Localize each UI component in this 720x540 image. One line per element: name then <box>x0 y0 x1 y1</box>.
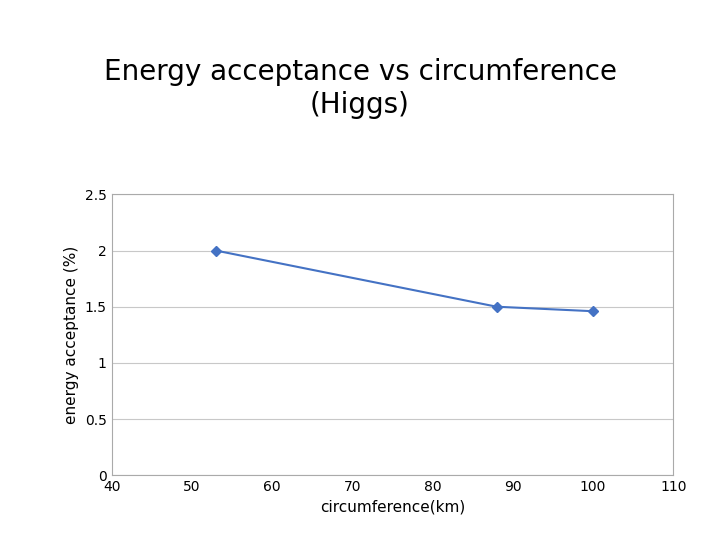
Text: Energy acceptance vs circumference
(Higgs): Energy acceptance vs circumference (Higg… <box>104 58 616 119</box>
X-axis label: circumference(km): circumference(km) <box>320 500 465 515</box>
Y-axis label: energy acceptance (%): energy acceptance (%) <box>64 246 79 424</box>
